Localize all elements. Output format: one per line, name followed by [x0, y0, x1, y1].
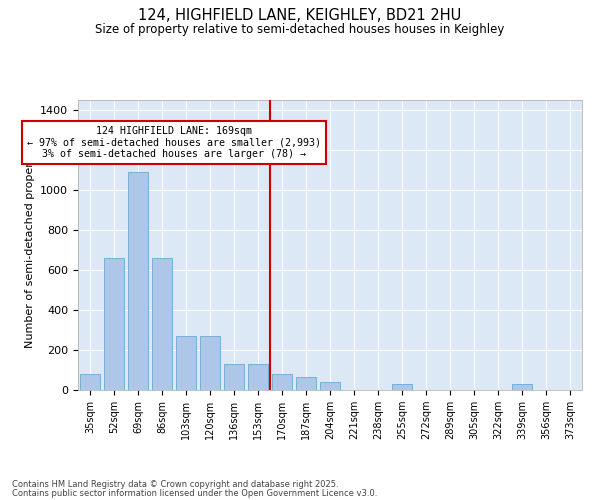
Bar: [80, 374, 100, 390]
Bar: [176, 336, 196, 390]
Y-axis label: Number of semi-detached properties: Number of semi-detached properties: [25, 142, 35, 348]
Bar: [224, 364, 244, 390]
Text: Contains public sector information licensed under the Open Government Licence v3: Contains public sector information licen…: [12, 488, 377, 498]
Bar: [104, 258, 124, 390]
Bar: [392, 384, 412, 390]
Bar: [512, 384, 532, 390]
Text: Size of property relative to semi-detached houses houses in Keighley: Size of property relative to semi-detach…: [95, 22, 505, 36]
Bar: [128, 172, 148, 390]
Bar: [296, 377, 316, 390]
Text: 124 HIGHFIELD LANE: 169sqm
← 97% of semi-detached houses are smaller (2,993)
3% : 124 HIGHFIELD LANE: 169sqm ← 97% of semi…: [27, 126, 321, 159]
Text: 124, HIGHFIELD LANE, KEIGHLEY, BD21 2HU: 124, HIGHFIELD LANE, KEIGHLEY, BD21 2HU: [139, 8, 461, 22]
Bar: [272, 374, 292, 390]
Bar: [152, 258, 172, 390]
Bar: [320, 382, 340, 390]
Bar: [200, 336, 220, 390]
Bar: [248, 364, 268, 390]
Text: Contains HM Land Registry data © Crown copyright and database right 2025.: Contains HM Land Registry data © Crown c…: [12, 480, 338, 489]
